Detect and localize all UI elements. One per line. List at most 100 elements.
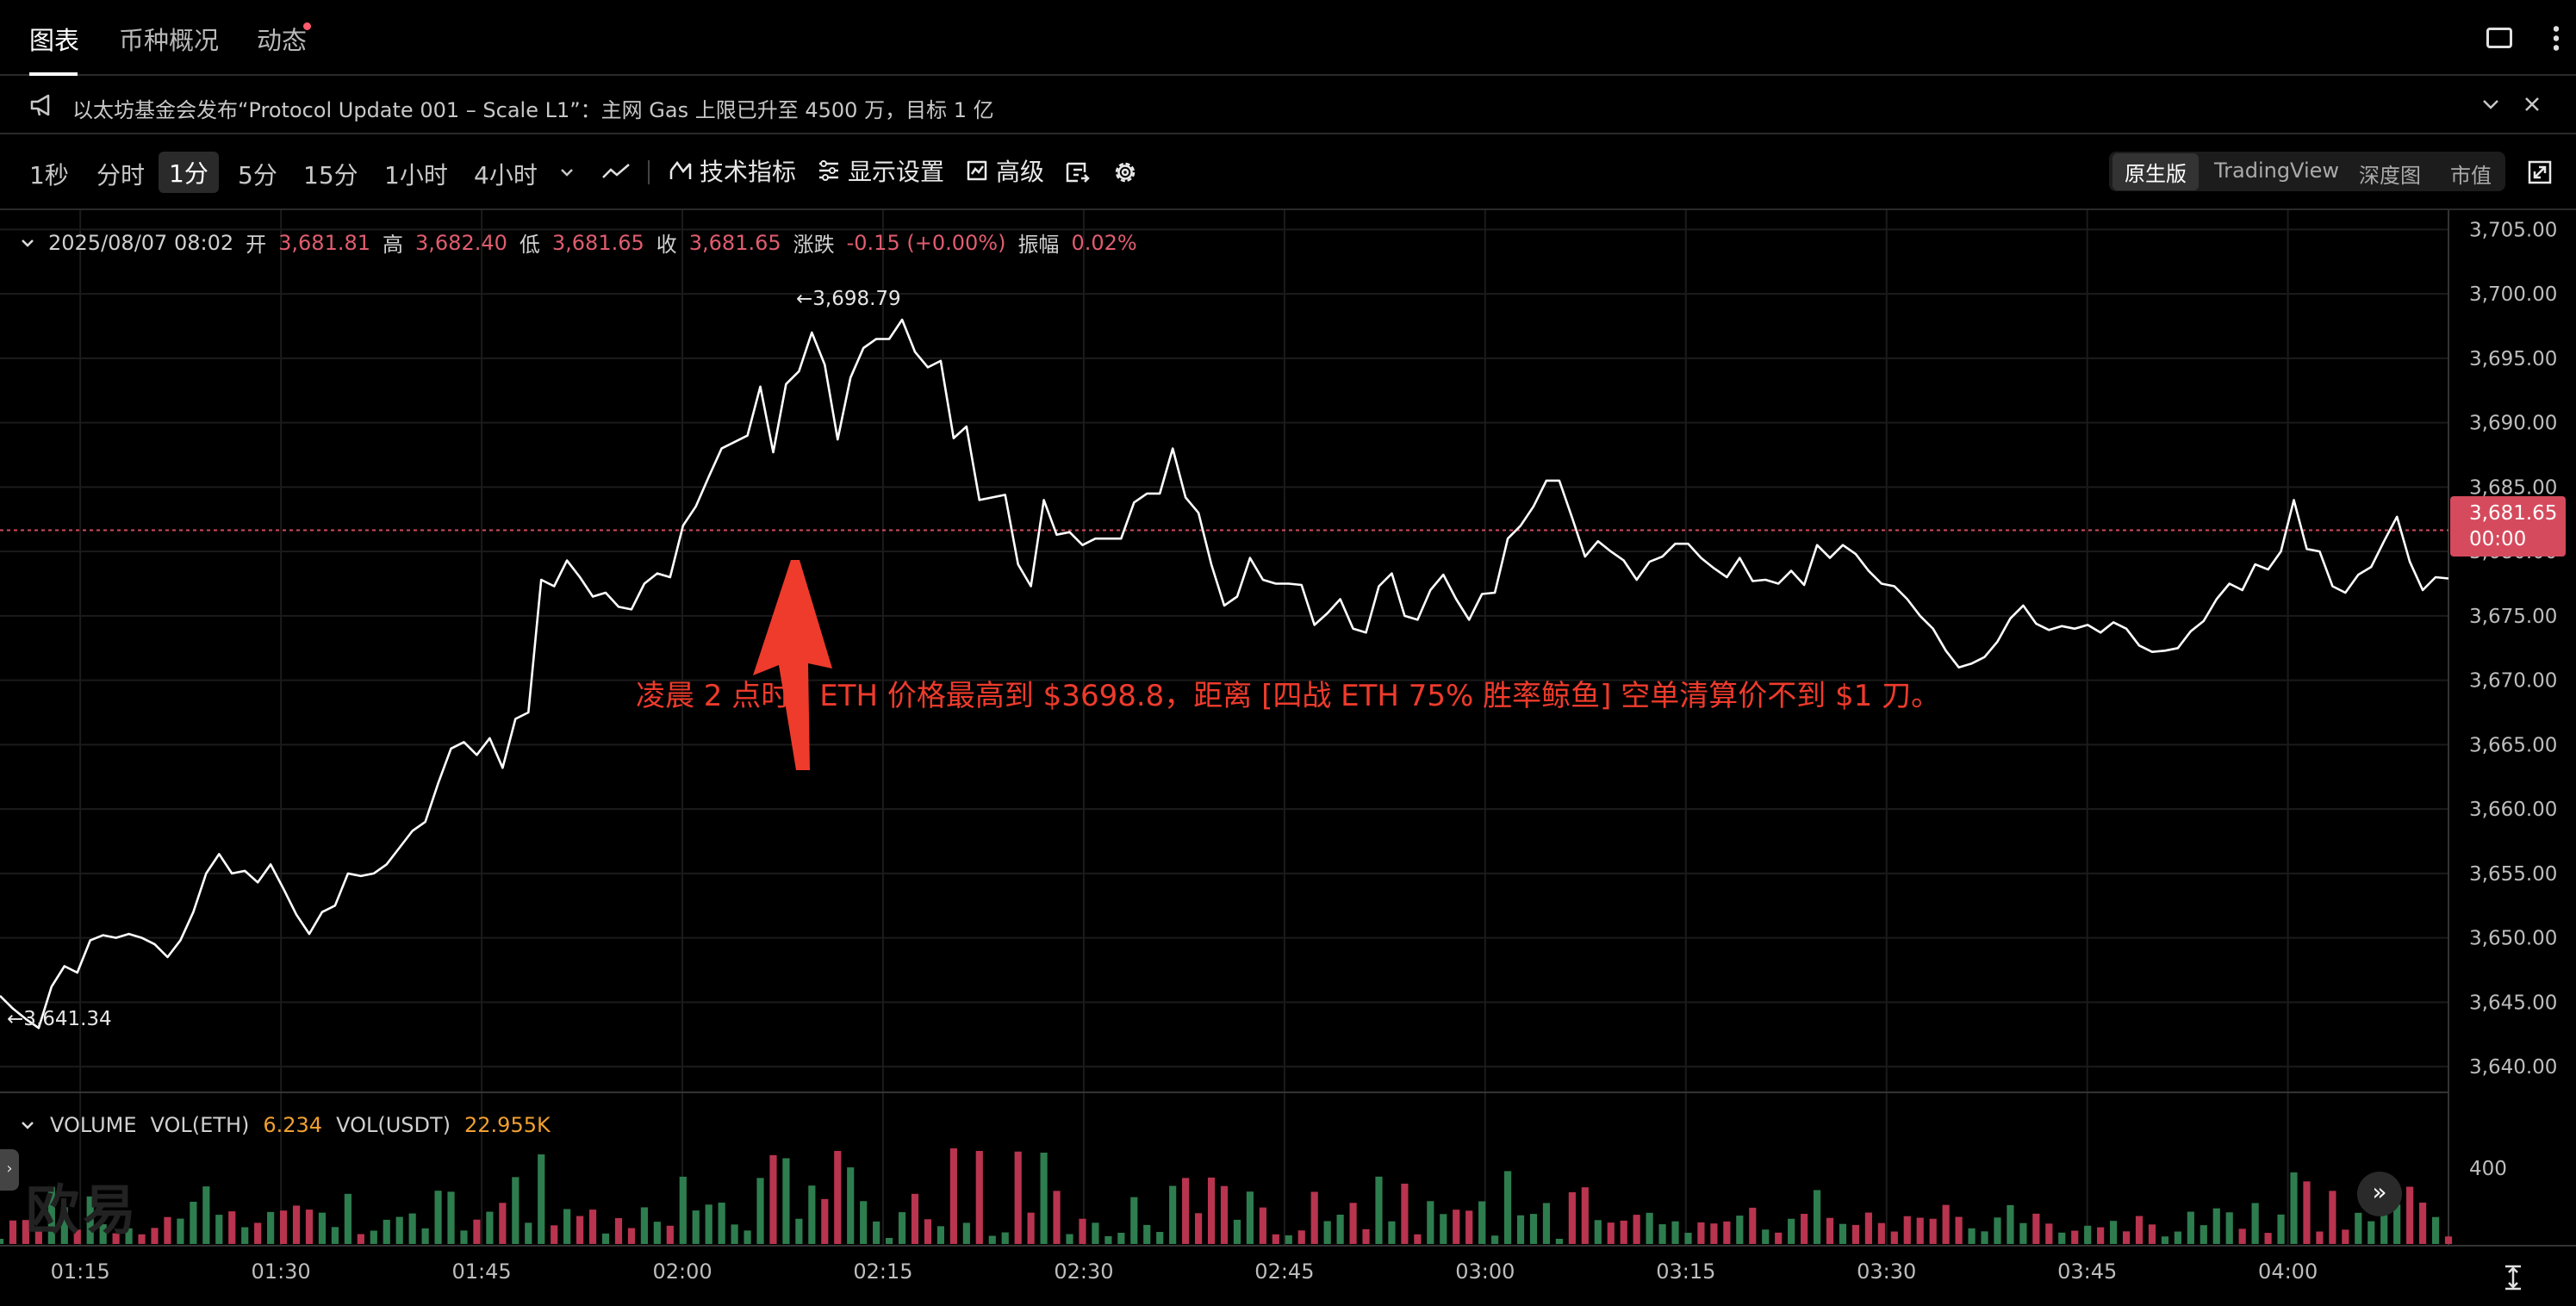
volume-bar (601, 1233, 610, 1244)
volume-bar (512, 1177, 520, 1244)
volume-bar (1516, 1215, 1525, 1244)
more-options-icon[interactable] (2554, 24, 2559, 52)
volume-bar (1529, 1214, 1538, 1244)
x-tick-label: 04:00 (2258, 1259, 2318, 1284)
news-headline[interactable]: 以太坊基金会发布“Protocol Update 001 – Scale L1”… (72, 98, 994, 122)
timeframe-1s[interactable]: 1秒 (29, 161, 69, 190)
volume-bar (2097, 1227, 2105, 1244)
low-price-marker: ←3,641.34 (7, 1008, 112, 1030)
volume-bar (834, 1151, 842, 1244)
top-tab-bar: 图表 币种概况 动态 (0, 0, 2576, 76)
volume-bar (421, 1228, 429, 1244)
current-price-tag: 3,681.65 00:00 (2450, 496, 2566, 557)
share-icon[interactable] (1065, 160, 1091, 184)
volume-bar (1156, 1232, 1164, 1244)
volume-bar (1285, 1235, 1292, 1244)
volume-bar (2368, 1221, 2375, 1244)
volume-bar (331, 1227, 339, 1244)
volume-info-bar: VOLUME VOL(ETH) 6.234 VOL(USDT) 22.955K (19, 1113, 551, 1137)
volume-bar (1130, 1197, 1138, 1244)
view-tradingview[interactable]: TradingView (2214, 159, 2340, 183)
news-ticker-bar[interactable]: 以太坊基金会发布“Protocol Update 001 – Scale L1”… (0, 76, 2576, 134)
volume-bar (2212, 1208, 2220, 1244)
x-tick-label: 03:15 (1656, 1259, 1715, 1284)
chevron-down-icon[interactable] (2478, 91, 2504, 117)
timeframe-5m[interactable]: 5分 (238, 161, 277, 190)
annotation-caption: 凌晨 2 点时，ETH 价格最高到 $3698.8，距离 [四战 ETH 75%… (636, 679, 1941, 713)
chart-type-line-icon[interactable] (601, 160, 631, 183)
volume-bar (911, 1193, 919, 1244)
volume-bar (2393, 1204, 2401, 1244)
volume-bar (499, 1203, 507, 1244)
timeframe-time-sharing[interactable]: 分时 (96, 161, 146, 190)
gear-icon[interactable] (1111, 159, 1139, 186)
chevron-down-icon[interactable] (19, 234, 36, 252)
display-settings-button[interactable]: 显示设置 (817, 153, 944, 188)
expand-sidebar-handle[interactable]: › (0, 1149, 19, 1191)
x-tick-label: 03:30 (1857, 1259, 1916, 1284)
close-icon[interactable] (2519, 91, 2545, 117)
tab-coin-overview[interactable]: 币种概况 (119, 26, 220, 55)
view-native[interactable]: 原生版 (2112, 153, 2199, 190)
volume-bar (1801, 1214, 1808, 1244)
volume-bar (305, 1210, 314, 1244)
indicators-icon (669, 160, 692, 179)
y-tick-label: 3,640.00 (2469, 1056, 2557, 1079)
volume-bar (1788, 1218, 1795, 1244)
fullscreen-icon[interactable] (2526, 159, 2554, 186)
scroll-to-latest-button[interactable]: » (2357, 1172, 2402, 1216)
timeframe-15m[interactable]: 15分 (303, 161, 358, 190)
volume-bar (1503, 1171, 1512, 1244)
volume-bar (1117, 1233, 1125, 1244)
timeframe-1h[interactable]: 1小时 (384, 161, 448, 190)
view-depth[interactable]: 深度图 (2359, 164, 2421, 188)
y-tick-label: 3,700.00 (2469, 283, 2557, 306)
volume-bar (383, 1219, 390, 1244)
volume-bar (357, 1234, 364, 1244)
volume-bar (924, 1219, 932, 1244)
chevron-down-icon[interactable] (558, 164, 576, 181)
volume-bar (1916, 1217, 1924, 1244)
window-layout-icon[interactable] (2486, 28, 2512, 48)
volume-bar (1890, 1231, 1898, 1244)
volume-bar (1079, 1218, 1086, 1244)
vol-eth-label: VOL(ETH) (150, 1113, 250, 1137)
volume-bar (936, 1226, 945, 1244)
tab-news-feed[interactable]: 动态 (257, 26, 308, 55)
price-chart[interactable]: 3,705.00 3,700.00 3,695.00 3,690.00 3,685.00… (0, 210, 2576, 1306)
volume-bar (2084, 1225, 2092, 1244)
volume-bar (1001, 1232, 1009, 1244)
volume-bar (177, 1218, 184, 1244)
axis-scale-icon[interactable] (2498, 1263, 2528, 1292)
volume-bar (744, 1230, 751, 1244)
volume-tick-label: 400 (2469, 1158, 2507, 1180)
volume-bar (1169, 1185, 1177, 1244)
list-settings-icon (819, 160, 838, 181)
candle-countdown: 00:00 (2469, 528, 2527, 550)
volume-bar (769, 1154, 777, 1244)
advanced-button[interactable]: 高级 (965, 153, 1044, 188)
tab-chart[interactable]: 图表 (29, 26, 80, 55)
volume-bar (860, 1201, 868, 1244)
ohlc-info-bar: 2025/08/07 08:02 开 3,681.81 高 3,682.40 低… (19, 227, 1137, 258)
volume-bar (2316, 1231, 2324, 1244)
volume-bar (164, 1216, 171, 1244)
volume-bar (614, 1218, 623, 1244)
x-tick-label: 01:45 (451, 1259, 511, 1284)
volume-bar (318, 1212, 327, 1244)
chevron-down-icon[interactable] (19, 1116, 36, 1134)
volume-bar (1323, 1221, 1331, 1244)
y-tick-label: 3,665.00 (2469, 734, 2557, 756)
view-market-cap[interactable]: 市值 (2450, 164, 2492, 188)
volume-bar (679, 1176, 687, 1244)
indicators-button[interactable]: 技术指标 (669, 153, 796, 188)
volume-bar (2225, 1212, 2233, 1244)
volume-bar (1440, 1214, 1447, 1244)
volume-bar (151, 1228, 159, 1244)
timeframe-1m[interactable]: 1分 (159, 152, 219, 193)
volume-bar (1710, 1223, 1718, 1244)
volume-bar (718, 1203, 725, 1244)
y-tick-label: 3,670.00 (2469, 670, 2557, 693)
timeframe-4h[interactable]: 4小时 (474, 161, 538, 190)
volume-bar (886, 1238, 893, 1244)
